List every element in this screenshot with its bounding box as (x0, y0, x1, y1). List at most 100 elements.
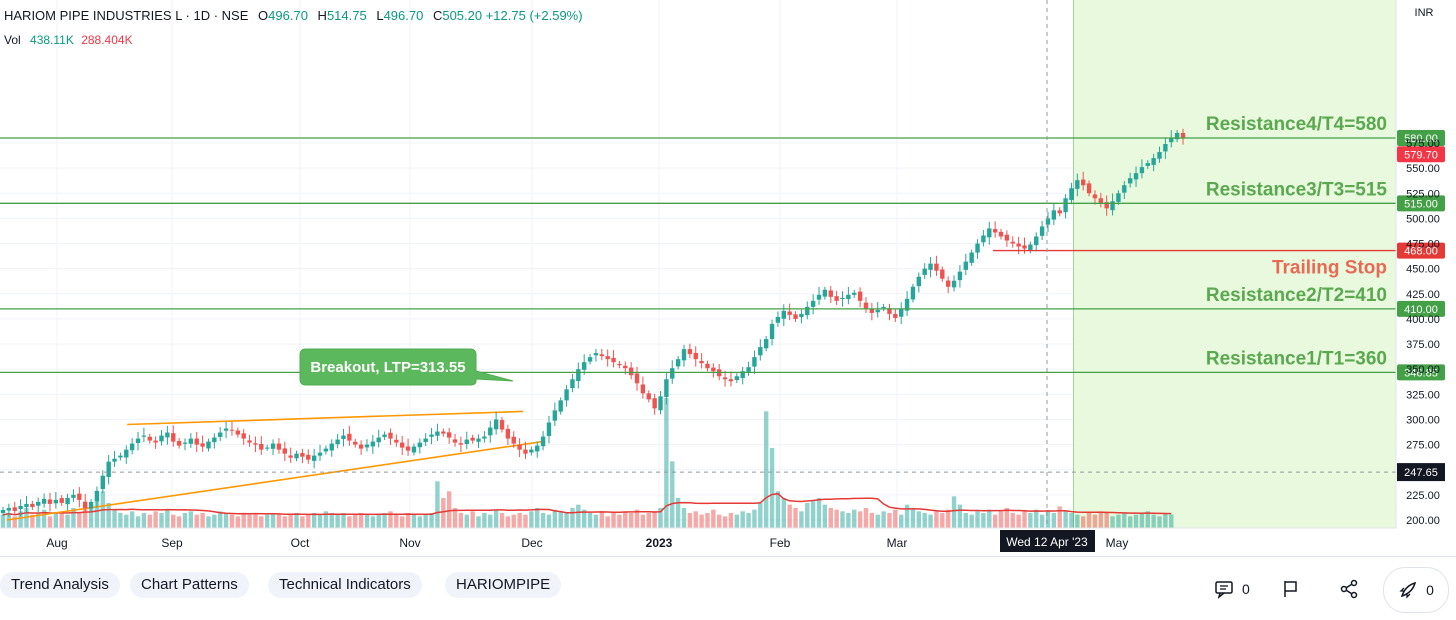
candle-body (1157, 152, 1162, 159)
candle-body (165, 432, 170, 438)
low-value: 496.70 (383, 8, 424, 23)
candle-body (488, 427, 493, 436)
candle-body (171, 433, 176, 442)
candle-body (922, 268, 927, 275)
volume-bar (88, 508, 94, 528)
volume-bar (998, 511, 1004, 528)
candle-body (822, 289, 828, 297)
candle-body (605, 356, 610, 360)
candle-body (769, 323, 775, 340)
candle-body (1180, 132, 1186, 139)
candle-body (593, 353, 599, 356)
trendline-upper[interactable] (127, 410, 524, 426)
volume-bar (881, 511, 886, 528)
candle-body (1039, 226, 1045, 236)
comments-button[interactable]: 0 (1214, 579, 1250, 599)
candle-body (893, 313, 898, 318)
price-tick-label: 425.00 (1406, 289, 1440, 301)
candle-body (758, 347, 763, 356)
candle-body (446, 432, 452, 438)
candle-body (88, 501, 94, 509)
volume-bar (928, 514, 933, 528)
price-chart[interactable]: Resistance1/T1=360 346.85 Resistance2/T2=4… (0, 0, 1456, 556)
volume-bar (171, 514, 176, 528)
candle-body (1016, 243, 1021, 247)
volume-bar (24, 508, 29, 528)
boost-button[interactable]: 0 (1383, 567, 1449, 613)
breakout-callout[interactable] (299, 348, 514, 386)
tag-symbol[interactable]: HARIOMPIPE (445, 572, 562, 598)
candle-body (540, 436, 546, 447)
time-tick-label: 2023 (646, 536, 673, 550)
candle-body (218, 432, 223, 437)
candle-body (294, 453, 299, 459)
candle-body (129, 443, 135, 451)
low-label: L (376, 8, 384, 23)
volume-label[interactable]: Vol (4, 33, 21, 47)
volume-bar (775, 491, 781, 528)
candle-body (441, 431, 446, 434)
candle-body (881, 306, 886, 309)
candle-body (1034, 236, 1039, 246)
volume-bar (975, 511, 980, 528)
tag-trend-analysis[interactable]: Trend Analysis (0, 572, 120, 598)
volume-bar (893, 509, 898, 528)
volume-bar (247, 514, 252, 528)
volume-bar (129, 511, 135, 528)
candle-body (176, 440, 182, 446)
candle-body (423, 438, 428, 442)
candle-body (30, 503, 35, 507)
candle-body (235, 430, 241, 435)
time-tick-label: Feb (770, 536, 791, 550)
tag-technical-indicators[interactable]: Technical Indicators (268, 572, 422, 598)
volume-bar (1051, 513, 1057, 528)
resistance-price-tag (1397, 195, 1445, 212)
candle-body (1086, 183, 1092, 194)
volume-bar (728, 513, 734, 528)
volume-bar (834, 509, 839, 528)
candle-body (992, 229, 998, 233)
volume-bar (963, 513, 968, 528)
volume-bar (1010, 513, 1015, 528)
candle-body (546, 422, 552, 436)
volume-bar (36, 513, 41, 528)
candle-body (347, 433, 352, 441)
volume-bar (705, 513, 710, 528)
volume-bar (276, 514, 282, 528)
candle-body (658, 396, 663, 411)
candle-body (470, 437, 475, 441)
resistance-label: Resistance1/T1=360 (1206, 348, 1387, 369)
volume-bar (687, 513, 693, 528)
volume-bar (429, 513, 434, 528)
candle-body (317, 452, 323, 456)
price-tick-label: 350.00 (1406, 364, 1440, 376)
report-button[interactable] (1282, 579, 1300, 599)
candle-body (499, 420, 505, 430)
resistance-price-label: 515.00 (1404, 198, 1438, 210)
share-button[interactable] (1339, 579, 1359, 599)
volume-bar (863, 508, 869, 528)
volume-bar (206, 516, 211, 528)
volume-bar (1092, 514, 1098, 528)
candle-body (452, 439, 458, 443)
candle-body (182, 442, 188, 444)
resistance-price-label: 346.85 (1404, 367, 1438, 379)
volume-bar (769, 448, 775, 528)
symbol-title[interactable]: HARIOM PIPE INDUSTRIES L · 1D · NSE (4, 8, 249, 23)
candle-body (652, 398, 657, 409)
volume-bar (617, 514, 622, 528)
volume-bar (711, 509, 716, 528)
high-value: 514.75 (326, 8, 367, 23)
candle-body (435, 431, 440, 436)
trendline-lower[interactable] (6, 440, 543, 521)
tag-chart-patterns[interactable]: Chart Patterns (130, 572, 249, 598)
volume-bar (763, 411, 769, 528)
volume-bar (746, 513, 751, 528)
candle-body (1098, 198, 1104, 204)
candle-body (212, 437, 217, 443)
flag-icon (1284, 581, 1297, 597)
candle-body (364, 444, 370, 448)
volume-bar (94, 498, 100, 528)
resistance-price-tag (1397, 129, 1445, 146)
candle-body (223, 428, 229, 431)
